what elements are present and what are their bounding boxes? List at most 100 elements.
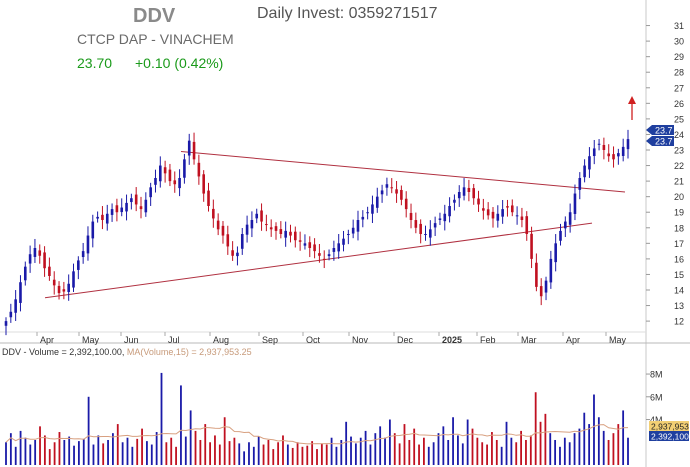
candle-body bbox=[322, 258, 326, 260]
volume-bar bbox=[112, 433, 114, 465]
volume-bar bbox=[248, 442, 250, 465]
volume-bar bbox=[534, 392, 537, 465]
candle-body bbox=[515, 215, 519, 217]
volume-bar bbox=[131, 446, 134, 465]
volume-bar bbox=[437, 433, 440, 465]
x-tick-label: Nov bbox=[352, 335, 369, 345]
volume-bar bbox=[223, 417, 226, 465]
candle-body bbox=[158, 165, 162, 182]
y-tick-label: 22 bbox=[674, 161, 684, 171]
candle-body bbox=[366, 212, 369, 214]
y-tick-label: 26 bbox=[674, 99, 684, 109]
y-tick-label: 19 bbox=[674, 208, 684, 218]
volume-bar bbox=[544, 413, 547, 465]
volume-bar bbox=[126, 437, 129, 465]
candle-body bbox=[231, 250, 234, 256]
candle-body bbox=[607, 153, 611, 157]
volume-bar bbox=[43, 435, 46, 465]
volume-bar bbox=[510, 437, 513, 465]
volume-bar bbox=[82, 438, 85, 465]
volume-bar bbox=[77, 441, 80, 465]
candle-body bbox=[207, 190, 210, 206]
candle-body bbox=[294, 231, 297, 241]
candle-body bbox=[400, 189, 403, 200]
volume-bar bbox=[549, 433, 552, 465]
volume-bar bbox=[257, 436, 260, 465]
volume-bar bbox=[53, 442, 56, 465]
volume-bar bbox=[291, 447, 294, 465]
volume-bar bbox=[316, 449, 318, 465]
candle-body bbox=[154, 178, 157, 185]
candle-body bbox=[105, 213, 109, 224]
trendline bbox=[44, 222, 593, 299]
candle-body bbox=[23, 266, 27, 281]
volume-bar bbox=[335, 446, 338, 465]
volume-tag-box bbox=[649, 421, 689, 431]
volume-bar bbox=[481, 442, 484, 465]
candle-body bbox=[96, 216, 99, 219]
volume-bar bbox=[107, 439, 109, 465]
candle-body bbox=[33, 248, 37, 257]
volume-ma-legend-label: MA(Volume,15) = 2,937,953.25 bbox=[126, 347, 252, 357]
candle-body bbox=[236, 252, 239, 257]
volume-bar bbox=[398, 443, 401, 465]
candle-body bbox=[438, 218, 442, 220]
candle-body bbox=[486, 209, 490, 216]
volume-bar bbox=[296, 442, 299, 465]
candle-body bbox=[506, 206, 509, 208]
y-tick-label: 17 bbox=[674, 239, 684, 249]
candle-body bbox=[308, 242, 312, 248]
volume-bar bbox=[442, 426, 445, 465]
candle-body bbox=[28, 254, 32, 264]
candle-body bbox=[313, 244, 316, 252]
volume-bar bbox=[116, 424, 119, 465]
candle-body bbox=[52, 279, 56, 286]
candle-body bbox=[472, 188, 476, 199]
volume-bar bbox=[345, 421, 348, 465]
candle-body bbox=[57, 285, 61, 294]
volume-bar bbox=[491, 432, 493, 465]
candle-body bbox=[178, 178, 181, 189]
candle-body bbox=[510, 205, 514, 213]
volume-bar bbox=[563, 437, 566, 465]
volume-bar bbox=[597, 417, 600, 465]
candle-body bbox=[385, 184, 389, 188]
price-change: +0.10 (0.42%) bbox=[135, 55, 224, 71]
candle-body bbox=[433, 223, 437, 228]
volume-bar bbox=[87, 396, 90, 465]
candle-body bbox=[48, 266, 51, 276]
volume-bar bbox=[73, 445, 75, 465]
volume-bar bbox=[233, 437, 236, 465]
price-tag-box bbox=[652, 136, 674, 146]
volume-bar bbox=[170, 437, 173, 465]
volume-y-tick-label: 6M bbox=[650, 392, 663, 402]
volume-bar bbox=[408, 439, 411, 465]
candle-body bbox=[212, 208, 215, 219]
candle-body bbox=[139, 206, 143, 210]
candle-body bbox=[168, 169, 172, 182]
y-tick-label: 13 bbox=[674, 301, 684, 311]
brand-watermark: Daily Invest: 0359271517 bbox=[257, 5, 438, 22]
candle-body bbox=[197, 162, 201, 177]
y-tick-label: 28 bbox=[674, 68, 684, 78]
volume-y-tick-label: 4M bbox=[650, 415, 663, 425]
candle-body bbox=[573, 193, 577, 214]
volume-tag-label: 2,392,100 bbox=[651, 432, 689, 442]
volume-bar bbox=[9, 433, 12, 465]
volume-bar bbox=[354, 443, 357, 465]
volume-bar bbox=[568, 442, 571, 465]
candle-body bbox=[535, 262, 538, 287]
volume-bar bbox=[612, 433, 615, 465]
candle-body bbox=[265, 224, 268, 226]
y-tick-label: 27 bbox=[674, 83, 684, 93]
volume-bar bbox=[209, 442, 211, 465]
volume-bar bbox=[277, 442, 280, 465]
volume-bar bbox=[388, 419, 391, 465]
up-arrow-head bbox=[628, 96, 636, 104]
volume-bar bbox=[578, 428, 581, 465]
candle-body bbox=[332, 248, 336, 252]
candle-body bbox=[67, 283, 70, 292]
volume-bar bbox=[627, 437, 629, 465]
volume-bar bbox=[525, 439, 527, 465]
volume-bar bbox=[48, 449, 51, 465]
